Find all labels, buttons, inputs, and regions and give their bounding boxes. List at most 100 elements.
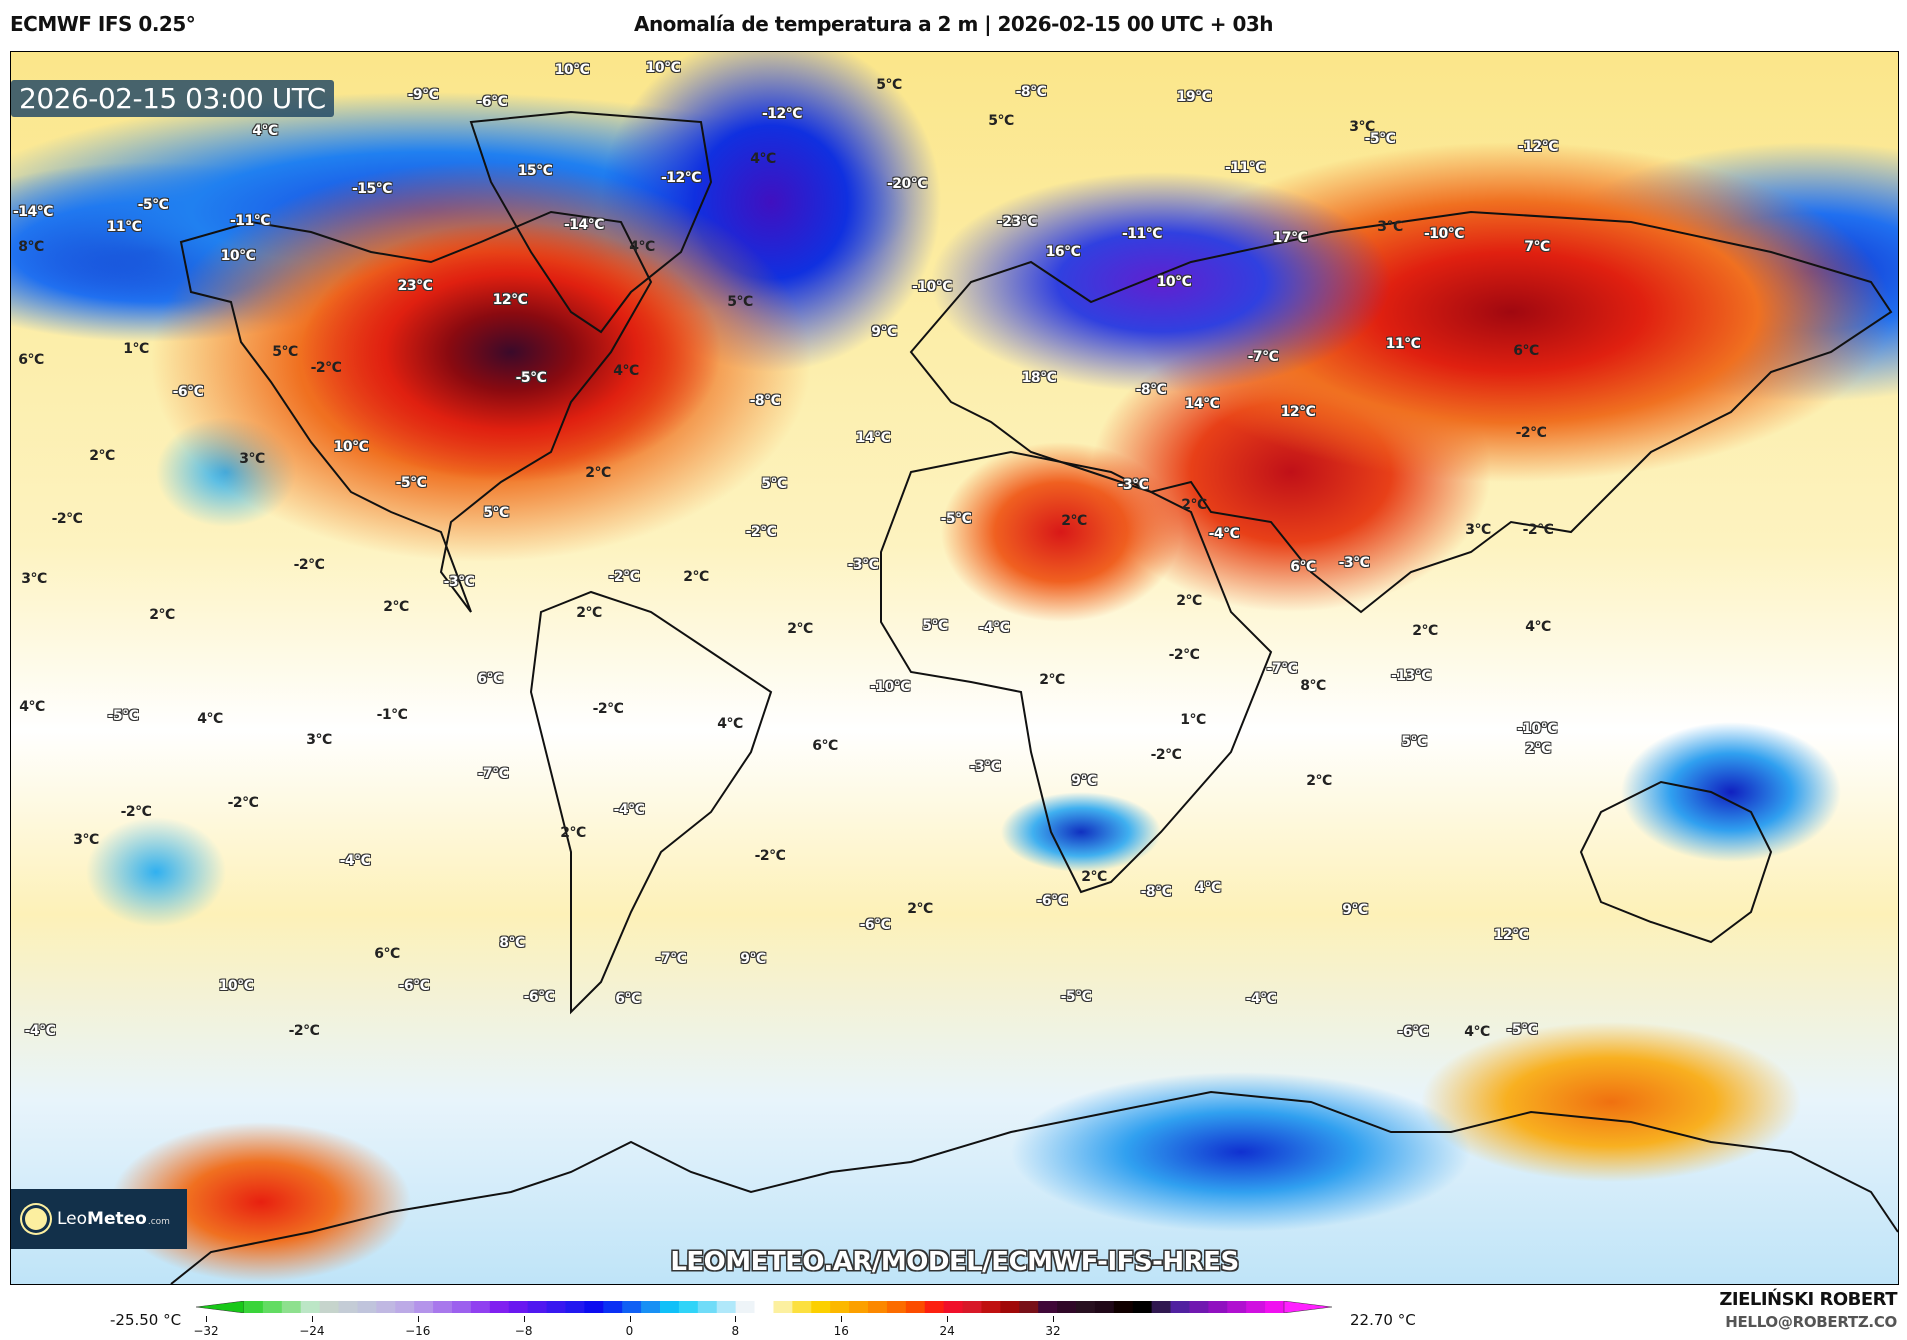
temperature-label: 10°C [554,62,590,78]
temperature-label: 4°C [613,363,639,379]
temperature-label: -2°C [51,511,83,527]
temperature-label: 6°C [1290,559,1316,575]
colorbar-tick-label: −24 [299,1324,325,1338]
temperature-label: -13°C [1390,668,1432,684]
temperature-label: 3°C [1349,119,1375,135]
temperature-label: 4°C [1525,619,1551,635]
temperature-label: -11°C [1224,160,1266,176]
temperature-label: 4°C [1195,880,1221,896]
temperature-label: 2°C [683,569,709,585]
temperature-label: 19°C [1176,89,1212,105]
sun-icon [25,1208,47,1230]
temperature-label: -20°C [886,176,928,192]
temperature-label: 6°C [18,352,44,368]
temperature-label: -3°C [1117,477,1149,493]
temperature-label: 3°C [73,832,99,848]
temperature-label: -2°C [745,524,777,540]
temperature-label: -5°C [1060,989,1092,1005]
colorbar-tick-label: 8 [731,1324,740,1338]
temperature-anomaly-map: 2026-02-15 03:00 UTC 10°C 10°C -9°C -6°C 4°C… [10,51,1899,1285]
colorbar-tick-label: 16 [833,1324,849,1338]
colorbar-tick-label: −32 [193,1324,219,1338]
colorbar [196,1301,1332,1313]
brand-text: LeoMeteo.com [57,1209,170,1229]
temperature-label: 4°C [19,699,45,715]
temperature-label: -10°C [869,679,911,695]
colorbar-tick [206,1316,207,1322]
temperature-label: 9°C [871,324,897,340]
temperature-label: -6°C [172,384,204,400]
temperature-label: -2°C [608,569,640,585]
temperature-label: 4°C [750,151,776,167]
temperature-label: 8°C [499,935,525,951]
temperature-label: -10°C [911,279,953,295]
temperature-label: -7°C [477,766,509,782]
temperature-label: -2°C [1150,747,1182,763]
temperature-label: -12°C [761,106,803,122]
temperature-label: 3°C [1465,522,1491,538]
colorbar-tick-label: 0 [625,1324,634,1338]
temperature-label: 15°C [517,163,553,179]
temperature-label: -6°C [398,978,430,994]
temperature-label: -2°C [227,795,259,811]
temperature-label: 2°C [383,599,409,615]
temperature-label: -9°C [407,87,439,103]
temperature-label: -3°C [1338,555,1370,571]
temperature-label: -12°C [1517,139,1559,155]
author-email: HELLO@ROBERTZ.CO [1725,1313,1897,1331]
colorbar-tick [629,1316,631,1322]
temperature-label: 2°C [1176,593,1202,609]
temperature-label: 9°C [1342,902,1368,918]
colorbar-tick [523,1316,525,1322]
temperature-label: -5°C [515,370,547,386]
temperature-label: -7°C [655,951,687,967]
temperature-label: -8°C [1015,84,1047,100]
temperature-label: -5°C [137,197,169,213]
temperature-label: 5°C [272,344,298,360]
temperature-label: 5°C [727,294,753,310]
temperature-label: 1°C [123,341,149,357]
leometeo-logo[interactable]: LeoMeteo.com [11,1189,187,1249]
temperature-label: 5°C [988,113,1014,129]
temperature-label: -5°C [395,475,427,491]
temperature-label: -4°C [613,802,645,818]
colorbar-tick [311,1316,313,1322]
colorbar-tick [841,1316,843,1322]
temperature-label: 6°C [1513,343,1539,359]
temperature-label: 7°C [1524,239,1550,255]
temperature-label: -6°C [523,989,555,1005]
temperature-label: -12°C [660,170,702,186]
temperature-label: -10°C [1423,226,1465,242]
temperature-label: 18°C [1021,370,1057,386]
colorbar-tick [947,1316,949,1322]
colorbar-tick-label: −16 [405,1324,431,1338]
temperature-label: -5°C [940,511,972,527]
temperature-label: -2°C [1515,425,1547,441]
temperature-label: 2°C [1081,869,1107,885]
temperature-label: 10°C [333,439,369,455]
coastlines-overlay [170,110,1898,1284]
author-name: ZIELIŃSKI ROBERT [1719,1289,1897,1310]
temperature-label: -3°C [847,557,879,573]
colorbar-tick-label: 24 [939,1324,955,1338]
model-name: ECMWF IFS 0.25° [10,12,196,36]
temperature-label: 2°C [907,901,933,917]
colorbar-tick [735,1316,737,1322]
temperature-label: -4°C [1208,526,1240,542]
temperature-label: -2°C [1168,647,1200,663]
temperature-label: -7°C [1266,661,1298,677]
colorbar-tick [417,1316,419,1322]
temperature-label: -2°C [288,1023,320,1039]
temperature-label: -8°C [1135,382,1167,398]
colorbar-tick-label: 32 [1045,1324,1061,1338]
temperature-label: 11°C [106,219,142,235]
temperature-label: 12°C [492,292,528,308]
temperature-label: -2°C [293,557,325,573]
temperature-label: 10°C [218,978,254,994]
colorbar-max-label: 22.70 °C [1350,1311,1416,1329]
temperature-label: 2°C [1306,773,1332,789]
temperature-label: 6°C [812,738,838,754]
temperature-label: 2°C [576,605,602,621]
colorbar-tick [1053,1316,1054,1322]
temperature-label: 4°C [252,123,278,139]
